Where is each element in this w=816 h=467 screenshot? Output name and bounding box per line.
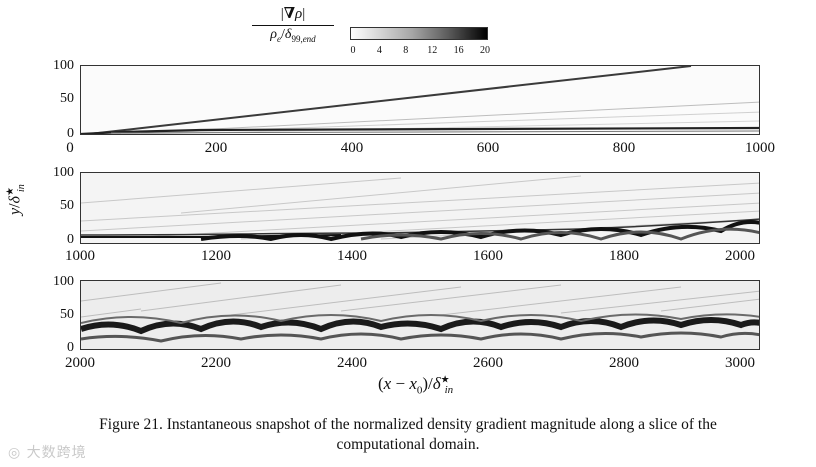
panel-3-ytick: 50 bbox=[60, 307, 74, 322]
panel-1-ytick: 100 bbox=[53, 58, 74, 73]
panel-3-xticks: 2000 2200 2400 2600 2800 3000 bbox=[65, 355, 760, 373]
colorbar-label: |∇ρ| ρe/δ99,end bbox=[248, 4, 338, 44]
colorbar-tick: 8 bbox=[403, 45, 409, 56]
panel-3-xtick: 3000 bbox=[725, 355, 755, 371]
watermark-logo-icon: ◎ bbox=[8, 445, 22, 461]
plot-panel-1 bbox=[80, 65, 760, 135]
panel-2-ytick: 100 bbox=[53, 165, 74, 180]
panel-1-ytick: 50 bbox=[60, 91, 74, 106]
y-axis-label: y/δ★in bbox=[5, 184, 27, 215]
colorbar-tick: 16 bbox=[453, 45, 464, 56]
panel-3-ytick: 0 bbox=[67, 340, 74, 355]
colorbar-tick: 4 bbox=[376, 45, 382, 56]
panel-2-ytick: 50 bbox=[60, 198, 74, 213]
colorbar-label-numerator: |∇ρ| bbox=[280, 6, 306, 22]
colorbar-tick: 12 bbox=[427, 45, 438, 56]
colorbar bbox=[350, 27, 488, 40]
panel-2-xtick: 1400 bbox=[337, 248, 367, 264]
panel-1-xtick: 600 bbox=[476, 140, 500, 156]
panel-1-ytick: 0 bbox=[67, 126, 74, 141]
panel-2-xtick: 1800 bbox=[609, 248, 639, 264]
panel-3-xtick: 2200 bbox=[201, 355, 231, 371]
panel-2-ytick: 0 bbox=[67, 232, 74, 247]
colorbar-tick: 20 bbox=[480, 45, 490, 56]
panel-2-xtick: 1600 bbox=[473, 248, 503, 264]
panel-2-field bbox=[81, 173, 759, 243]
panel-3-xtick: 2000 bbox=[65, 355, 95, 371]
panel-3-xtick: 2600 bbox=[473, 355, 503, 371]
watermark: ◎ 大数跨境 bbox=[8, 442, 87, 462]
panel-1-xtick: 400 bbox=[340, 140, 364, 156]
panel-1-field bbox=[81, 66, 759, 134]
panel-1-xtick: 0 bbox=[66, 140, 74, 156]
panel-3-xtick: 2400 bbox=[337, 355, 367, 371]
panel-2-xtick: 2000 bbox=[725, 248, 755, 264]
x-axis-label: (x − x0)/δ★in bbox=[378, 374, 454, 397]
panel-2-xtick: 1200 bbox=[201, 248, 231, 264]
caption-line-1: Figure 21. Instantaneous snapshot of the… bbox=[99, 416, 717, 433]
colorbar-tick: 0 bbox=[350, 45, 356, 56]
panel-3-ytick: 100 bbox=[53, 274, 74, 289]
panel-1-xtick: 800 bbox=[612, 140, 636, 156]
colorbar-label-denominator: ρe/δ99,end bbox=[270, 27, 316, 44]
colorbar-label-rule bbox=[252, 25, 334, 26]
panel-3-xtick: 2800 bbox=[609, 355, 639, 371]
panel-3-field bbox=[81, 281, 759, 349]
caption-line-2: computational domain. bbox=[336, 436, 480, 453]
plot-panel-2 bbox=[80, 172, 760, 244]
panel-1-xtick: 200 bbox=[204, 140, 228, 156]
figure-caption: Figure 21. Instantaneous snapshot of the… bbox=[0, 415, 816, 455]
watermark-text: 大数跨境 bbox=[26, 445, 87, 461]
panel-2-xtick: 1000 bbox=[65, 248, 95, 264]
panel-1-xtick: 1000 bbox=[745, 140, 775, 156]
panel-2-xticks: 1000 1200 1400 1600 1800 2000 bbox=[65, 248, 760, 266]
panel-1-xticks: 0 200 400 600 800 1000 bbox=[66, 140, 775, 158]
plot-panel-3 bbox=[80, 280, 760, 350]
